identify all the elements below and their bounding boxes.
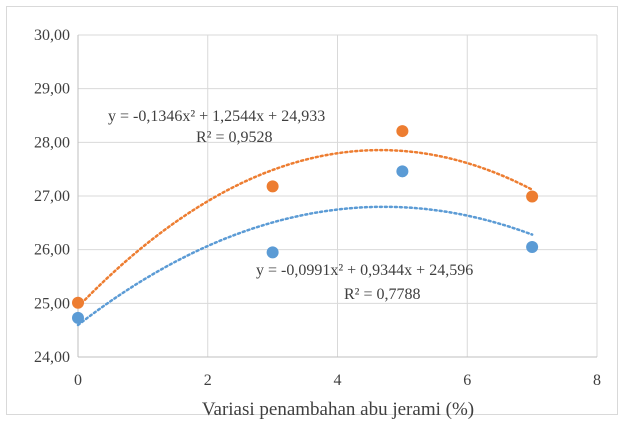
x-tick-label: 2 <box>204 372 212 389</box>
x-tick-label: 0 <box>74 372 82 389</box>
y-tick-label: 30,00 <box>34 27 70 44</box>
y-tick-label: 28,00 <box>34 134 70 151</box>
data-point-series-1 <box>396 165 409 178</box>
blue-equation-label: y = -0,0991x² + 0,9344x + 24,596 <box>256 262 473 279</box>
data-point-series-0 <box>396 125 409 138</box>
orange-equation-label: y = -0,1346x² + 1,2544x + 24,933 <box>108 108 325 125</box>
trendline-series-0 <box>76 148 534 309</box>
x-tick-label: 8 <box>593 372 601 389</box>
data-points <box>72 125 539 324</box>
data-point-series-0 <box>72 296 84 309</box>
orange-r-squared-label: R² = 0,9528 <box>196 129 273 146</box>
data-point-series-1 <box>526 240 539 253</box>
y-tick-label: 29,00 <box>34 81 70 98</box>
x-tick-label: 4 <box>334 372 342 389</box>
data-point-series-1 <box>266 246 279 259</box>
y-tick-label: 25,00 <box>34 295 70 312</box>
trendlines <box>76 148 534 327</box>
x-axis-title: Variasi penambahan abu jerami (%) <box>202 399 474 420</box>
y-tick-label: 27,00 <box>34 188 70 205</box>
trendline-series-1 <box>76 205 534 327</box>
blue-r-squared-label: R² = 0,7788 <box>344 286 421 303</box>
data-point-series-1 <box>72 311 84 324</box>
data-point-series-0 <box>526 190 539 203</box>
y-tick-label: 26,00 <box>34 242 70 259</box>
tick-labels: 24,00 25,00 26,00 27,00 28,00 29,00 30,00 0 2 4 6 8 <box>34 27 601 389</box>
data-point-series-0 <box>266 180 279 193</box>
chart-frame <box>6 6 618 415</box>
x-tick-label: 6 <box>463 372 471 389</box>
y-tick-label: 24,00 <box>34 349 70 366</box>
gridlines <box>77 34 598 358</box>
